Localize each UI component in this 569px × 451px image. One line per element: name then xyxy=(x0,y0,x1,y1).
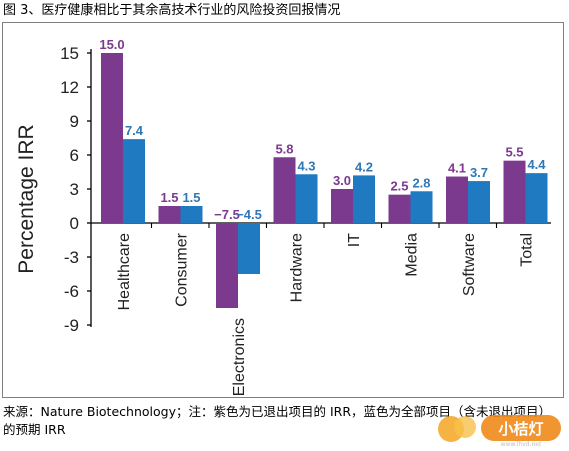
bar-all-healthcare xyxy=(123,139,145,223)
data-label-exited-total: 5.5 xyxy=(505,145,523,160)
figure-caption-bottom: 来源：Nature Biotechnology；注：紫色为已退出项目的 IRR，… xyxy=(3,404,551,437)
data-label-exited-consumer: 1.5 xyxy=(160,190,178,205)
y-tick-label: 12 xyxy=(60,78,79,97)
data-label-all-consumer: 1.5 xyxy=(182,190,200,205)
bar-exited-it xyxy=(331,189,353,223)
watermark-logo: 小桔灯 www.lhvd.net xyxy=(435,407,565,448)
svg-text:www.lhvd.net: www.lhvd.net xyxy=(501,441,542,447)
data-label-all-media: 2.8 xyxy=(412,175,430,190)
data-label-exited-it: 3.0 xyxy=(333,173,351,188)
bar-all-electronics xyxy=(238,223,260,274)
data-label-all-it: 4.2 xyxy=(355,159,373,174)
data-label-exited-healthcare: 15.0 xyxy=(99,37,124,52)
bar-exited-hardware xyxy=(273,157,296,223)
chart-frame: 15 12 9 6 3 0 -3 -6 -9 Percentage IRR 15.0 7.4 Healt… xyxy=(2,22,564,398)
category-label-media: Media xyxy=(404,233,421,277)
bar-exited-healthcare xyxy=(101,53,123,223)
svg-text:小桔灯: 小桔灯 xyxy=(498,420,543,438)
irr-bar-chart: 15 12 9 6 3 0 -3 -6 -9 Percentage IRR 15.0 7.4 Healt… xyxy=(15,37,551,396)
bar-exited-media xyxy=(388,194,411,223)
data-label-all-hardware: 4.3 xyxy=(297,158,315,173)
data-label-exited-hardware: 5.8 xyxy=(275,141,293,156)
y-tick-label: 3 xyxy=(70,180,79,199)
data-label-all-total: 4.4 xyxy=(527,157,546,172)
data-label-all-healthcare: 7.4 xyxy=(125,123,144,138)
data-label-exited-software: 4.1 xyxy=(448,161,466,176)
y-tick-label: 9 xyxy=(70,112,79,131)
y-axis-title: Percentage IRR xyxy=(15,124,38,273)
y-tick-label: -3 xyxy=(64,248,79,267)
bar-exited-electronics xyxy=(216,223,238,308)
figure-caption-top: 图 3、医疗健康相比于其余高技术行业的风险投资回报情况 xyxy=(3,3,341,18)
bar-all-hardware xyxy=(295,174,318,223)
data-label-all-electronics: −4.5 xyxy=(236,207,262,222)
bar-all-software xyxy=(468,181,490,223)
bar-exited-software xyxy=(446,176,468,223)
category-label-total: Total xyxy=(519,233,536,267)
category-label-it: IT xyxy=(346,233,363,247)
category-label-software: Software xyxy=(461,233,478,296)
bar-all-media xyxy=(410,191,433,223)
category-label-electronics: Electronics xyxy=(231,318,248,396)
data-label-exited-media: 2.5 xyxy=(390,179,408,194)
category-label-hardware: Hardware xyxy=(289,233,306,302)
bar-all-total xyxy=(525,173,548,223)
category-label-consumer: Consumer xyxy=(174,232,191,306)
y-tick-label: 6 xyxy=(70,146,79,165)
bar-exited-consumer xyxy=(158,206,181,223)
y-tick-label: -9 xyxy=(64,316,79,335)
bar-all-consumer xyxy=(180,206,203,223)
data-label-exited-electronics: −7.5 xyxy=(214,207,240,222)
data-label-all-software: 3.7 xyxy=(470,165,488,180)
bar-exited-total xyxy=(503,160,526,223)
category-label-healthcare: Healthcare xyxy=(116,233,133,310)
y-tick-label: 15 xyxy=(60,44,79,63)
y-tick-label: 0 xyxy=(70,214,79,233)
bar-all-it xyxy=(353,175,375,223)
y-tick-label: -6 xyxy=(64,282,79,301)
